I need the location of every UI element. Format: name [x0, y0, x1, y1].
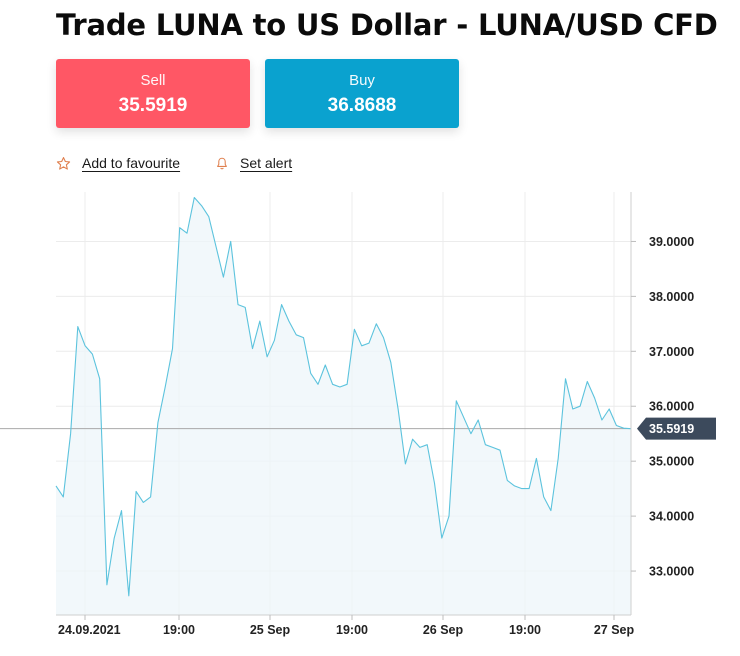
buy-label: Buy	[349, 72, 375, 89]
x-tick-label-3: 19:00	[336, 623, 368, 637]
y-tick-label-3: 36.0000	[649, 400, 694, 414]
x-tick-label-0: 24.09.2021	[58, 623, 121, 637]
x-tick-label-6: 27 Sep	[594, 623, 635, 637]
y-tick-label-5: 34.0000	[649, 510, 694, 524]
add-to-favourite-label: Add to favourite	[82, 155, 181, 171]
sell-price: 35.5919	[118, 95, 188, 116]
sell-button[interactable]: Sell 35.5919	[56, 59, 250, 128]
add-to-favourite-link[interactable]: Add to favourite	[56, 155, 180, 171]
x-tick-label-1: 19:00	[163, 623, 195, 637]
y-tick-label-6: 33.0000	[649, 565, 694, 579]
current-price-tag: 35.5919	[637, 417, 716, 440]
set-alert-label: Set alert	[240, 155, 293, 171]
buy-price: 36.8688	[327, 95, 397, 116]
bell-icon	[217, 157, 227, 169]
sell-label: Sell	[140, 72, 166, 89]
x-tick-label-5: 19:00	[509, 623, 541, 637]
current-price-tag-label: 35.5919	[649, 422, 694, 436]
x-axis: 24.09.2021 19:00 25 Sep 19:00 26 Sep 19:00 27 …	[58, 615, 635, 637]
set-alert-link[interactable]: Set alert	[215, 155, 292, 171]
x-tick-label-2: 25 Sep	[250, 623, 291, 637]
y-axis: 39.0000 38.0000 37.0000 36.0000 35.0000 34.00…	[631, 235, 694, 579]
price-area-fill	[56, 197, 631, 615]
price-series-line	[55, 196, 632, 597]
current-price-tag-shape	[637, 417, 716, 440]
y-tick-label-4: 35.0000	[649, 455, 694, 469]
y-tick-label-0: 39.0000	[649, 235, 694, 249]
y-tick-label-2: 37.0000	[649, 345, 694, 359]
x-tick-label-4: 26 Sep	[423, 623, 464, 637]
buy-button[interactable]: Buy 36.8688	[265, 59, 459, 128]
star-icon	[56, 156, 71, 170]
y-tick-label-1: 38.0000	[649, 290, 694, 304]
page-title: Trade LUNA to US Dollar - LUNA/USD CFD	[56, 8, 718, 42]
